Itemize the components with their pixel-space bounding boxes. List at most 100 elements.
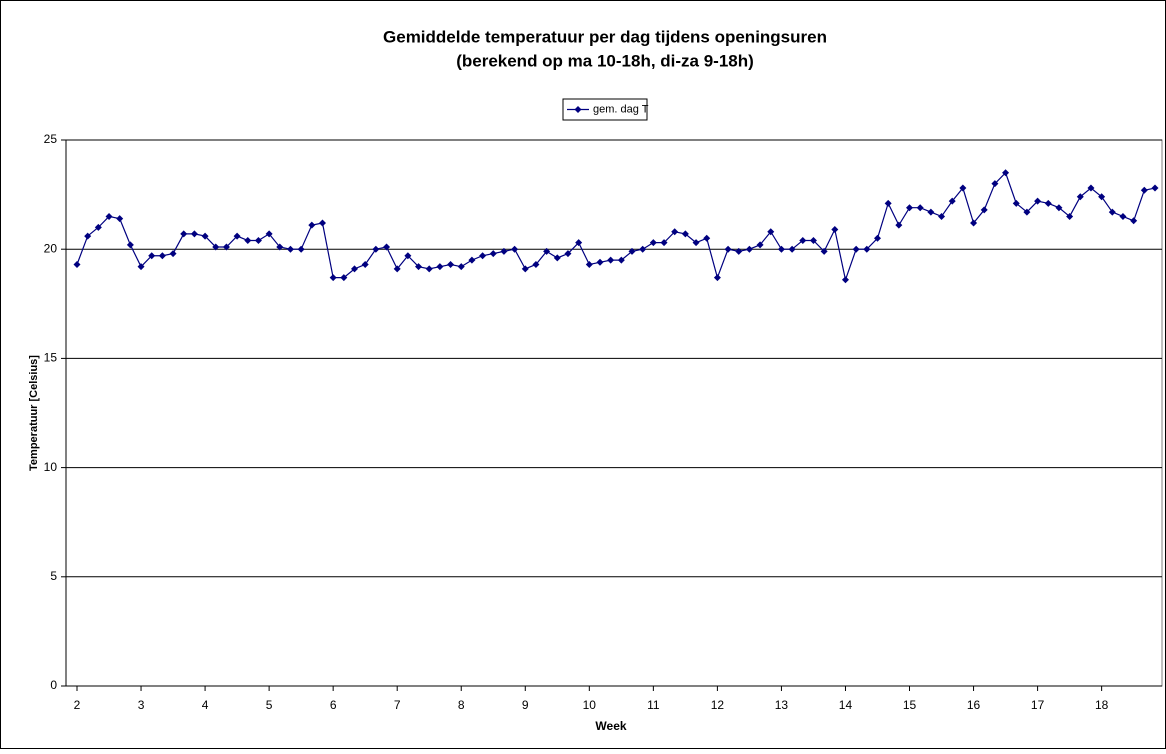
marker <box>788 245 796 253</box>
marker <box>927 208 935 216</box>
marker <box>799 236 807 244</box>
marker <box>308 221 316 229</box>
x-tick-label: 14 <box>839 698 853 712</box>
marker <box>372 245 380 253</box>
marker <box>980 206 988 214</box>
marker <box>457 263 465 271</box>
marker <box>318 219 326 227</box>
marker <box>1087 184 1095 192</box>
legend-marker <box>574 106 582 113</box>
marker <box>607 256 615 264</box>
marker <box>479 252 487 260</box>
y-axis-label: Temperatuur [Celsius] <box>28 355 40 471</box>
marker <box>276 243 284 251</box>
marker <box>959 184 967 192</box>
marker <box>158 252 166 260</box>
marker <box>415 263 423 271</box>
y-tick-label: 20 <box>44 241 58 255</box>
marker <box>639 245 647 253</box>
marker <box>649 239 657 247</box>
marker <box>553 254 561 262</box>
marker <box>948 197 956 205</box>
marker <box>1098 193 1106 201</box>
marker <box>351 265 359 273</box>
marker <box>916 204 924 212</box>
marker <box>404 252 412 260</box>
marker <box>105 212 113 220</box>
x-tick-label: 9 <box>522 698 529 712</box>
x-tick-label: 6 <box>330 698 337 712</box>
x-tick-label: 13 <box>775 698 789 712</box>
legend-box <box>562 98 648 121</box>
x-axis-label: Week <box>595 719 626 733</box>
y-tick-label: 15 <box>44 351 58 365</box>
marker <box>895 221 903 229</box>
y-tick-label: 10 <box>44 460 58 474</box>
marker <box>116 215 124 223</box>
marker <box>873 234 881 242</box>
marker <box>169 250 177 258</box>
marker <box>383 243 391 251</box>
marker <box>660 239 668 247</box>
marker <box>1002 169 1010 177</box>
x-tick-label: 18 <box>1095 698 1109 712</box>
marker <box>190 230 198 238</box>
x-tick-label: 7 <box>394 698 401 712</box>
marker <box>1044 199 1052 207</box>
marker <box>361 260 369 268</box>
marker <box>148 252 156 260</box>
marker <box>222 243 230 251</box>
chart-subtitle: (berekend op ma 10-18h, di-za 9-18h) <box>456 51 754 70</box>
marker <box>724 245 732 253</box>
marker <box>564 250 572 258</box>
x-tick-label: 8 <box>458 698 465 712</box>
chart-title: Gemiddelde temperatuur per dag tijdens o… <box>383 27 827 46</box>
x-tick-label: 16 <box>967 698 981 712</box>
marker <box>254 236 262 244</box>
marker <box>831 226 839 234</box>
marker <box>1108 208 1116 216</box>
y-tick-label: 5 <box>50 569 57 583</box>
x-tick-label: 2 <box>74 698 81 712</box>
marker <box>756 241 764 249</box>
y-tick-label: 25 <box>44 132 58 146</box>
marker <box>233 232 241 240</box>
marker <box>841 276 849 284</box>
marker <box>329 274 337 282</box>
marker <box>713 274 721 282</box>
marker <box>820 247 828 255</box>
marker <box>489 250 497 258</box>
y-tick-label: 0 <box>50 678 57 692</box>
marker <box>767 228 775 236</box>
marker <box>970 219 978 227</box>
x-tick-label: 12 <box>711 698 725 712</box>
marker <box>265 230 273 238</box>
marker <box>1151 184 1159 192</box>
marker <box>1055 204 1063 212</box>
marker <box>1066 212 1074 220</box>
marker <box>617 256 625 264</box>
marker <box>1012 199 1020 207</box>
marker <box>809 236 817 244</box>
marker <box>126 241 134 249</box>
marker <box>297 245 305 253</box>
marker <box>681 230 689 238</box>
marker <box>671 228 679 236</box>
marker <box>436 263 444 271</box>
marker <box>991 180 999 188</box>
marker <box>596 258 604 266</box>
x-tick-label: 4 <box>202 698 209 712</box>
marker <box>745 245 753 253</box>
plot-area <box>65 139 1163 687</box>
marker <box>735 247 743 255</box>
marker <box>468 256 476 264</box>
marker <box>852 245 860 253</box>
x-tick-label: 10 <box>583 698 597 712</box>
marker <box>1140 186 1148 194</box>
marker <box>500 247 508 255</box>
x-tick-label: 11 <box>647 698 660 712</box>
marker <box>137 263 145 271</box>
x-tick-label: 5 <box>266 698 273 712</box>
